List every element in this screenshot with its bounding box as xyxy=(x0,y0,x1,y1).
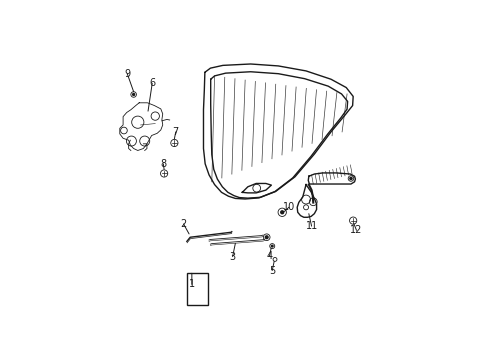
Text: 11: 11 xyxy=(305,221,317,231)
Circle shape xyxy=(271,245,272,247)
Text: 10: 10 xyxy=(282,202,294,212)
Text: 3: 3 xyxy=(229,252,235,262)
Circle shape xyxy=(349,177,351,180)
Circle shape xyxy=(280,211,283,214)
Text: 8: 8 xyxy=(160,159,166,169)
Text: 9: 9 xyxy=(124,69,130,79)
Text: 7: 7 xyxy=(172,127,179,137)
Text: 6: 6 xyxy=(149,78,155,89)
Circle shape xyxy=(265,236,267,239)
Text: 1: 1 xyxy=(188,279,195,289)
Text: 4: 4 xyxy=(266,251,272,261)
Circle shape xyxy=(132,94,134,95)
Text: 5: 5 xyxy=(268,266,275,275)
Text: 2: 2 xyxy=(180,219,186,229)
Bar xyxy=(186,273,207,305)
Text: 12: 12 xyxy=(349,225,362,235)
